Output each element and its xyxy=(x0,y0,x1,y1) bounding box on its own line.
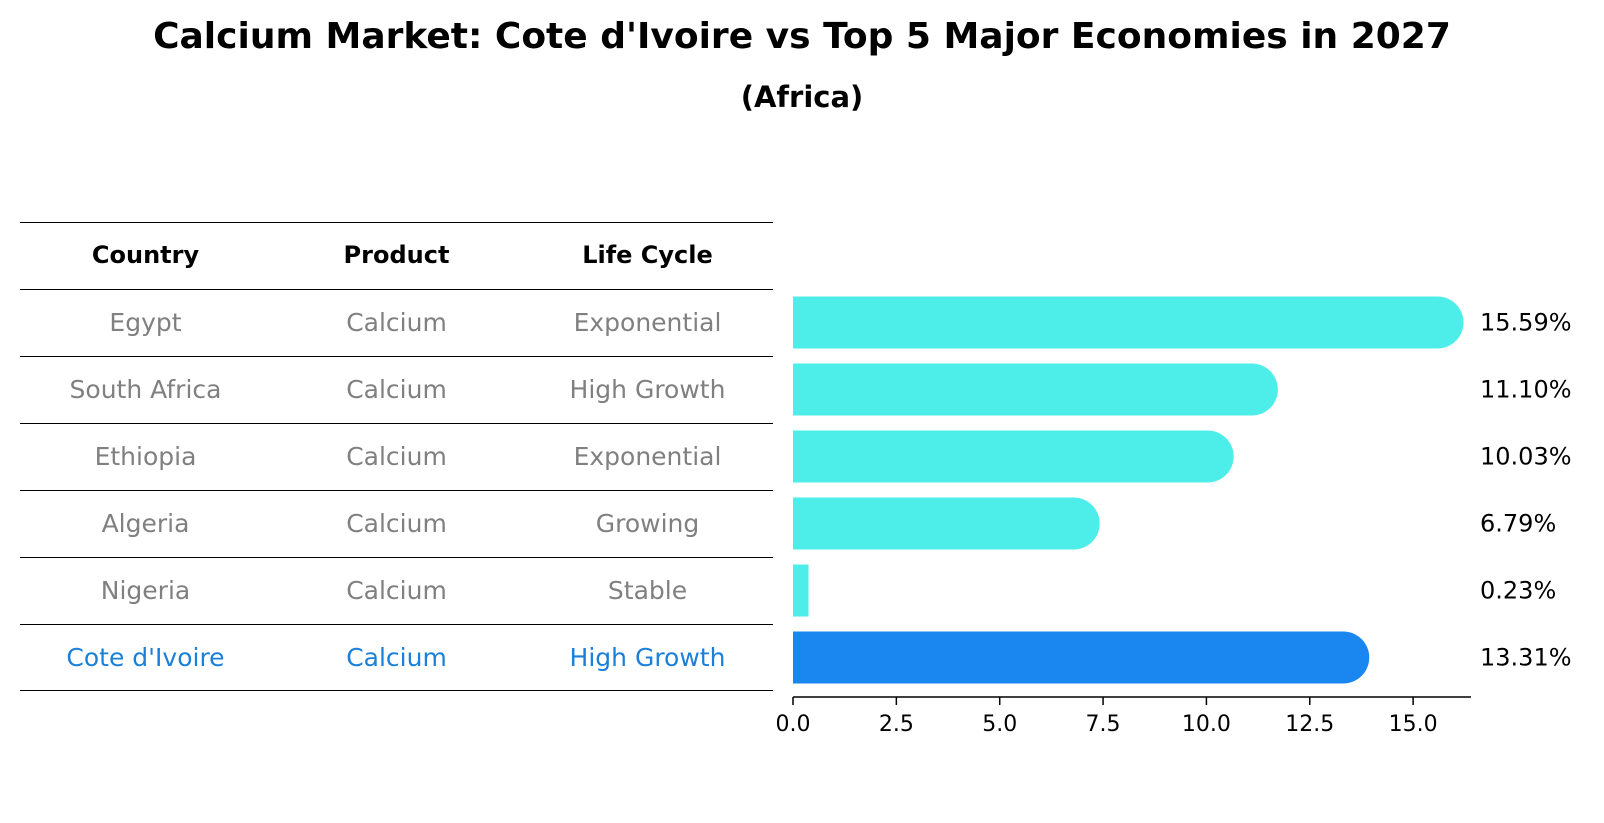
x-tick-label: 12.5 xyxy=(1285,712,1334,737)
country-cell: Egypt xyxy=(109,308,182,337)
bar xyxy=(793,296,1464,349)
country-cell: Nigeria xyxy=(100,576,191,605)
header-life-cycle: Life Cycle xyxy=(582,241,713,269)
table-row-highlighted: Cote d'Ivoire Calcium High Growth xyxy=(20,624,773,691)
bar xyxy=(793,430,1234,483)
x-tick-label: 7.5 xyxy=(1086,712,1121,737)
chart-subtitle: (Africa) xyxy=(740,80,864,114)
bar xyxy=(793,631,1370,684)
table-row: Egypt Calcium Exponential xyxy=(20,289,773,356)
bar xyxy=(793,363,1278,416)
country-cell: Cote d'Ivoire xyxy=(66,643,225,672)
chart-title: Calcium Market: Cote d'Ivoire vs Top 5 M… xyxy=(153,16,1451,57)
header-product: Product xyxy=(343,241,450,269)
value-label: 10.03% xyxy=(1480,443,1572,471)
product-cell: Calcium xyxy=(346,576,447,605)
product-cell: Calcium xyxy=(346,509,447,538)
product-cell: Calcium xyxy=(346,643,447,672)
product-cell: Calcium xyxy=(346,375,447,404)
value-label: 13.31% xyxy=(1480,644,1572,672)
table-row: Ethiopia Calcium Exponential xyxy=(20,423,773,490)
value-label: 0.23% xyxy=(1480,577,1556,605)
table-header-row: Country Product Life Cycle xyxy=(20,222,773,289)
x-tick-label: 15.0 xyxy=(1389,712,1438,737)
value-label: 6.79% xyxy=(1480,510,1556,538)
bar xyxy=(793,564,809,617)
life-cycle-cell: High Growth xyxy=(569,375,726,404)
life-cycle-cell: High Growth xyxy=(569,643,726,672)
life-cycle-cell: Exponential xyxy=(573,442,722,471)
life-cycle-cell: Stable xyxy=(607,576,688,605)
header-country: Country xyxy=(91,241,200,269)
life-cycle-cell: Exponential xyxy=(573,308,722,337)
bar xyxy=(793,497,1100,550)
country-cell: South Africa xyxy=(69,375,222,404)
country-table: Country Product Life Cycle Egypt Calcium… xyxy=(20,222,773,691)
table-row: Algeria Calcium Growing xyxy=(20,490,773,557)
product-cell: Calcium xyxy=(346,308,447,337)
country-cell: Algeria xyxy=(101,509,190,538)
life-cycle-cell: Growing xyxy=(595,509,700,538)
product-cell: Calcium xyxy=(346,442,447,471)
x-tick-label: 0.0 xyxy=(776,712,811,737)
value-label: 11.10% xyxy=(1480,376,1572,404)
value-label: 15.59% xyxy=(1480,309,1572,337)
table-row: Nigeria Calcium Stable xyxy=(20,557,773,624)
country-cell: Ethiopia xyxy=(94,442,197,471)
table-row: South Africa Calcium High Growth xyxy=(20,356,773,423)
x-tick-label: 2.5 xyxy=(879,712,914,737)
x-tick-label: 5.0 xyxy=(982,712,1017,737)
x-tick-label: 10.0 xyxy=(1182,712,1231,737)
